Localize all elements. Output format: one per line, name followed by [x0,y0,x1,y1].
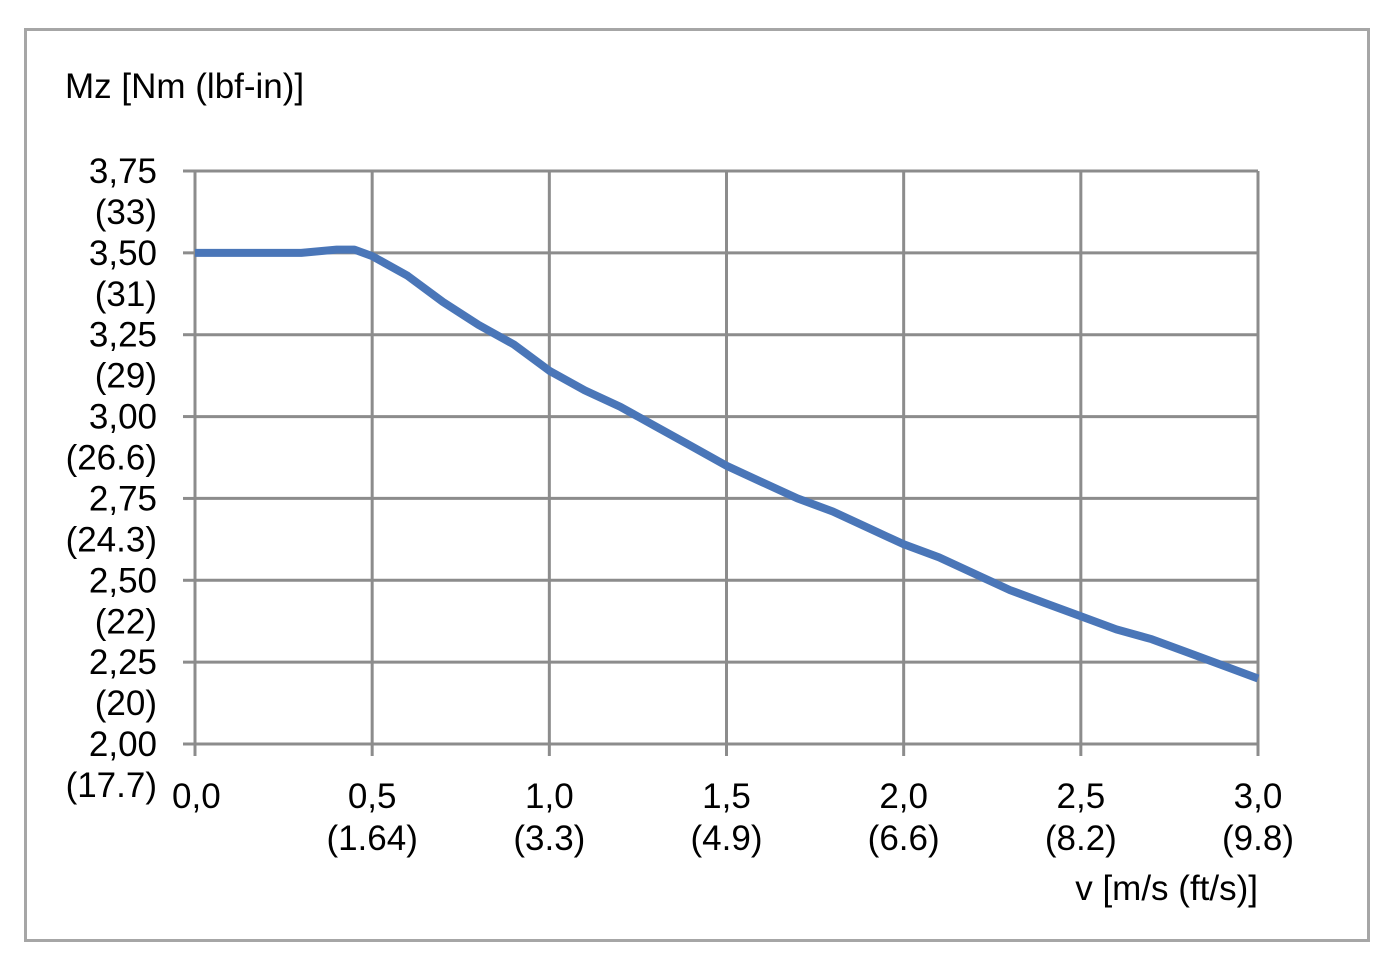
y-tick-label: 2,75 [89,479,157,518]
y-tick-label: 3,25 [89,316,157,355]
y-tick-sublabel: (22) [95,602,157,641]
x-tick-sublabel: (9.8) [1222,819,1294,858]
x-tick-label: 1,0 [525,777,574,816]
x-tick-sublabel: (1.64) [326,819,417,858]
x-tick-label: 2,0 [879,777,928,816]
y-tick-labels: 3,75(33)3,50(31)3,25(29)3,00(26.6)2,75(2… [66,152,157,805]
y-tick-label: 2,25 [89,643,157,682]
y-tick-sublabel: (20) [95,684,157,723]
x-tick-label: 0,0 [172,777,221,816]
y-tick-label: 2,50 [89,561,157,600]
x-tick-sublabel: (4.9) [691,819,763,858]
y-tick-sublabel: (24.3) [66,520,157,559]
x-tick-sublabel: (3.3) [513,819,585,858]
x-tick-label: 0,5 [348,777,397,816]
series-line [195,245,1260,683]
x-tick-label: 1,5 [702,777,751,816]
x-tick-label: 3,0 [1234,777,1283,816]
x-tick-sublabel: (6.6) [868,819,940,858]
y-tick-label: 2,00 [89,725,157,764]
gridlines [183,169,1260,756]
y-tick-sublabel: (29) [95,357,157,396]
y-tick-sublabel: (17.7) [66,766,157,805]
y-tick-sublabel: (33) [95,193,157,232]
y-tick-sublabel: (31) [95,275,157,314]
x-tick-labels: 0,0 0,5(1.64)1,0(3.3)1,5(4.9)2,0(6.6)2,5(… [172,777,1294,858]
y-tick-label: 3,75 [89,152,157,191]
y-tick-sublabel: (26.6) [66,439,157,478]
y-tick-label: 3,00 [89,398,157,437]
chart-frame [24,28,1370,942]
y-axis-title: Mz [Nm (lbf-in)] [65,67,304,106]
x-tick-sublabel: (8.2) [1045,819,1117,858]
x-axis-title: v [m/s (ft/s)] [1075,869,1258,908]
y-tick-label: 3,50 [89,234,157,273]
series-group [195,245,1260,683]
x-tick-label: 2,5 [1057,777,1106,816]
